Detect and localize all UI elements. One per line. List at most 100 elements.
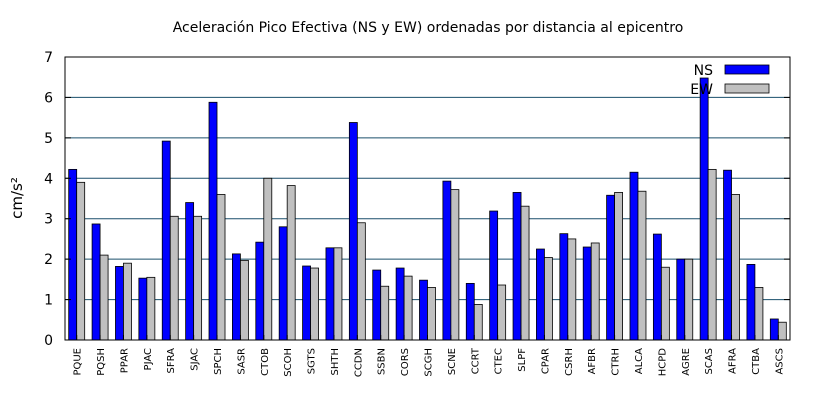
y-axis-label: cm/s² <box>8 177 26 219</box>
y-tick-label: 3 <box>44 212 53 228</box>
bar-ew-spch <box>217 194 225 340</box>
y-tick-label: 0 <box>44 333 53 349</box>
bar-ew-scgh <box>428 287 436 340</box>
x-tick-label: CORS <box>400 348 411 376</box>
bar-ns-sfra <box>162 141 170 340</box>
bar-ew-hcpd <box>661 267 669 340</box>
chart-title: Aceleración Pico Efectiva (NS y EW) orde… <box>173 20 684 36</box>
legend-label-ew: EW <box>690 82 713 98</box>
bar-ew-scoh <box>287 186 295 340</box>
bar-ew-ctba <box>755 287 763 340</box>
bar-ew-cors <box>404 276 412 340</box>
bar-ns-ctob <box>256 242 264 340</box>
x-tick-label: CCDN <box>353 348 364 377</box>
bar-ew-sasr <box>240 260 248 340</box>
x-tick-label: ALCA <box>634 348 645 374</box>
x-tick-label: SCGH <box>424 348 435 377</box>
bar-ew-ssbn <box>381 286 389 340</box>
bar-ns-afra <box>724 170 732 340</box>
x-tick-label: SGTS <box>307 348 318 374</box>
y-tick-label: 5 <box>44 131 53 147</box>
x-axis-ticks: PQUE PQSH PPAR PJAC SFRA SJAC SPCH SASR CTOB SCOH… <box>73 335 786 377</box>
bar-ns-csrh <box>560 234 568 340</box>
bar-ns-spch <box>209 102 217 340</box>
bar-ns-ascs <box>770 319 778 340</box>
y-tick-label: 7 <box>44 50 53 66</box>
bar-ew-agre <box>685 259 693 340</box>
bar-ns-agre <box>677 259 685 340</box>
bar-ew-pqsh <box>100 255 108 340</box>
x-tick-label: SHTH <box>330 348 341 376</box>
bar-ns-sasr <box>232 254 240 340</box>
x-tick-label: AFRA <box>728 348 739 374</box>
bars <box>69 78 787 340</box>
bar-ew-sgts <box>311 268 319 340</box>
chart-container: 01234567 PQUE PQSH PPAR PJAC SFRA SJAC SPCH SAS… <box>0 0 820 400</box>
bar-ns-ctrh <box>607 195 615 340</box>
bar-ew-alca <box>638 191 646 340</box>
x-tick-label: CTEC <box>494 348 505 374</box>
x-tick-label: ASCS <box>774 348 785 375</box>
legend-swatch-ns <box>725 65 769 74</box>
bar-ns-scas <box>700 78 708 340</box>
x-tick-label: PPAR <box>119 348 130 373</box>
x-tick-label: SLPF <box>517 348 528 372</box>
bar-ns-ctec <box>490 211 498 340</box>
x-tick-label: SASR <box>236 348 247 375</box>
bar-ew-ctob <box>264 178 272 340</box>
bar-ns-ppar <box>115 266 123 340</box>
bar-ew-ppar <box>123 263 131 340</box>
x-tick-label: AFBR <box>587 348 598 374</box>
bar-ns-cors <box>396 268 404 340</box>
y-tick-label: 2 <box>44 252 53 268</box>
bar-ew-sfra <box>170 216 178 340</box>
bar-ns-scne <box>443 181 451 340</box>
x-tick-label: CSRH <box>564 348 575 376</box>
bar-ew-ctrh <box>615 192 623 340</box>
y-tick-label: 6 <box>44 90 53 106</box>
bar-ns-ssbn <box>373 270 381 340</box>
bar-ew-pque <box>77 182 85 340</box>
bar-ns-shth <box>326 248 334 340</box>
x-tick-label: SSBN <box>377 348 388 375</box>
bar-chart: 01234567 PQUE PQSH PPAR PJAC SFRA SJAC SPCH SAS… <box>0 0 820 400</box>
x-tick-label: CTBA <box>751 348 762 375</box>
bar-ew-scas <box>708 169 716 340</box>
bar-ns-scgh <box>420 280 428 340</box>
x-tick-label: SCNE <box>447 348 458 375</box>
x-tick-label: AGRE <box>681 348 692 376</box>
x-tick-label: HCPD <box>657 348 668 377</box>
bar-ns-pque <box>69 169 77 340</box>
x-tick-label: PJAC <box>143 348 154 370</box>
bar-ns-cpar <box>536 249 544 340</box>
bar-ew-csrh <box>568 239 576 340</box>
x-tick-label: SJAC <box>190 348 201 371</box>
x-tick-label: CPAR <box>540 348 551 374</box>
bar-ew-ccdn <box>357 223 365 340</box>
bar-ew-afra <box>732 194 740 340</box>
bar-ns-hcpd <box>653 234 661 340</box>
bar-ns-sgts <box>303 266 311 340</box>
x-tick-label: PQUE <box>73 348 84 376</box>
bar-ns-pjac <box>139 278 147 340</box>
bar-ew-cpar <box>544 258 552 340</box>
bar-ew-ascs <box>778 322 786 340</box>
bar-ns-ccdn <box>349 122 357 340</box>
x-tick-label: SCOH <box>283 348 294 377</box>
bar-ns-ctba <box>747 264 755 340</box>
bar-ns-scoh <box>279 227 287 340</box>
x-tick-label: SFRA <box>166 348 177 374</box>
x-tick-label: CTOB <box>260 348 271 376</box>
bar-ns-afbr <box>583 247 591 340</box>
bar-ns-sjac <box>186 203 194 340</box>
bar-ns-slpf <box>513 192 521 340</box>
x-tick-label: CCRT <box>470 347 481 374</box>
y-tick-label: 4 <box>44 171 53 187</box>
x-tick-label: SCAS <box>704 348 715 375</box>
bar-ew-ccrt <box>474 304 482 340</box>
bar-ew-ctec <box>498 285 506 340</box>
x-tick-label: PQSH <box>96 348 107 376</box>
bar-ns-alca <box>630 172 638 340</box>
bar-ew-scne <box>451 190 459 340</box>
bar-ns-pqsh <box>92 224 100 340</box>
